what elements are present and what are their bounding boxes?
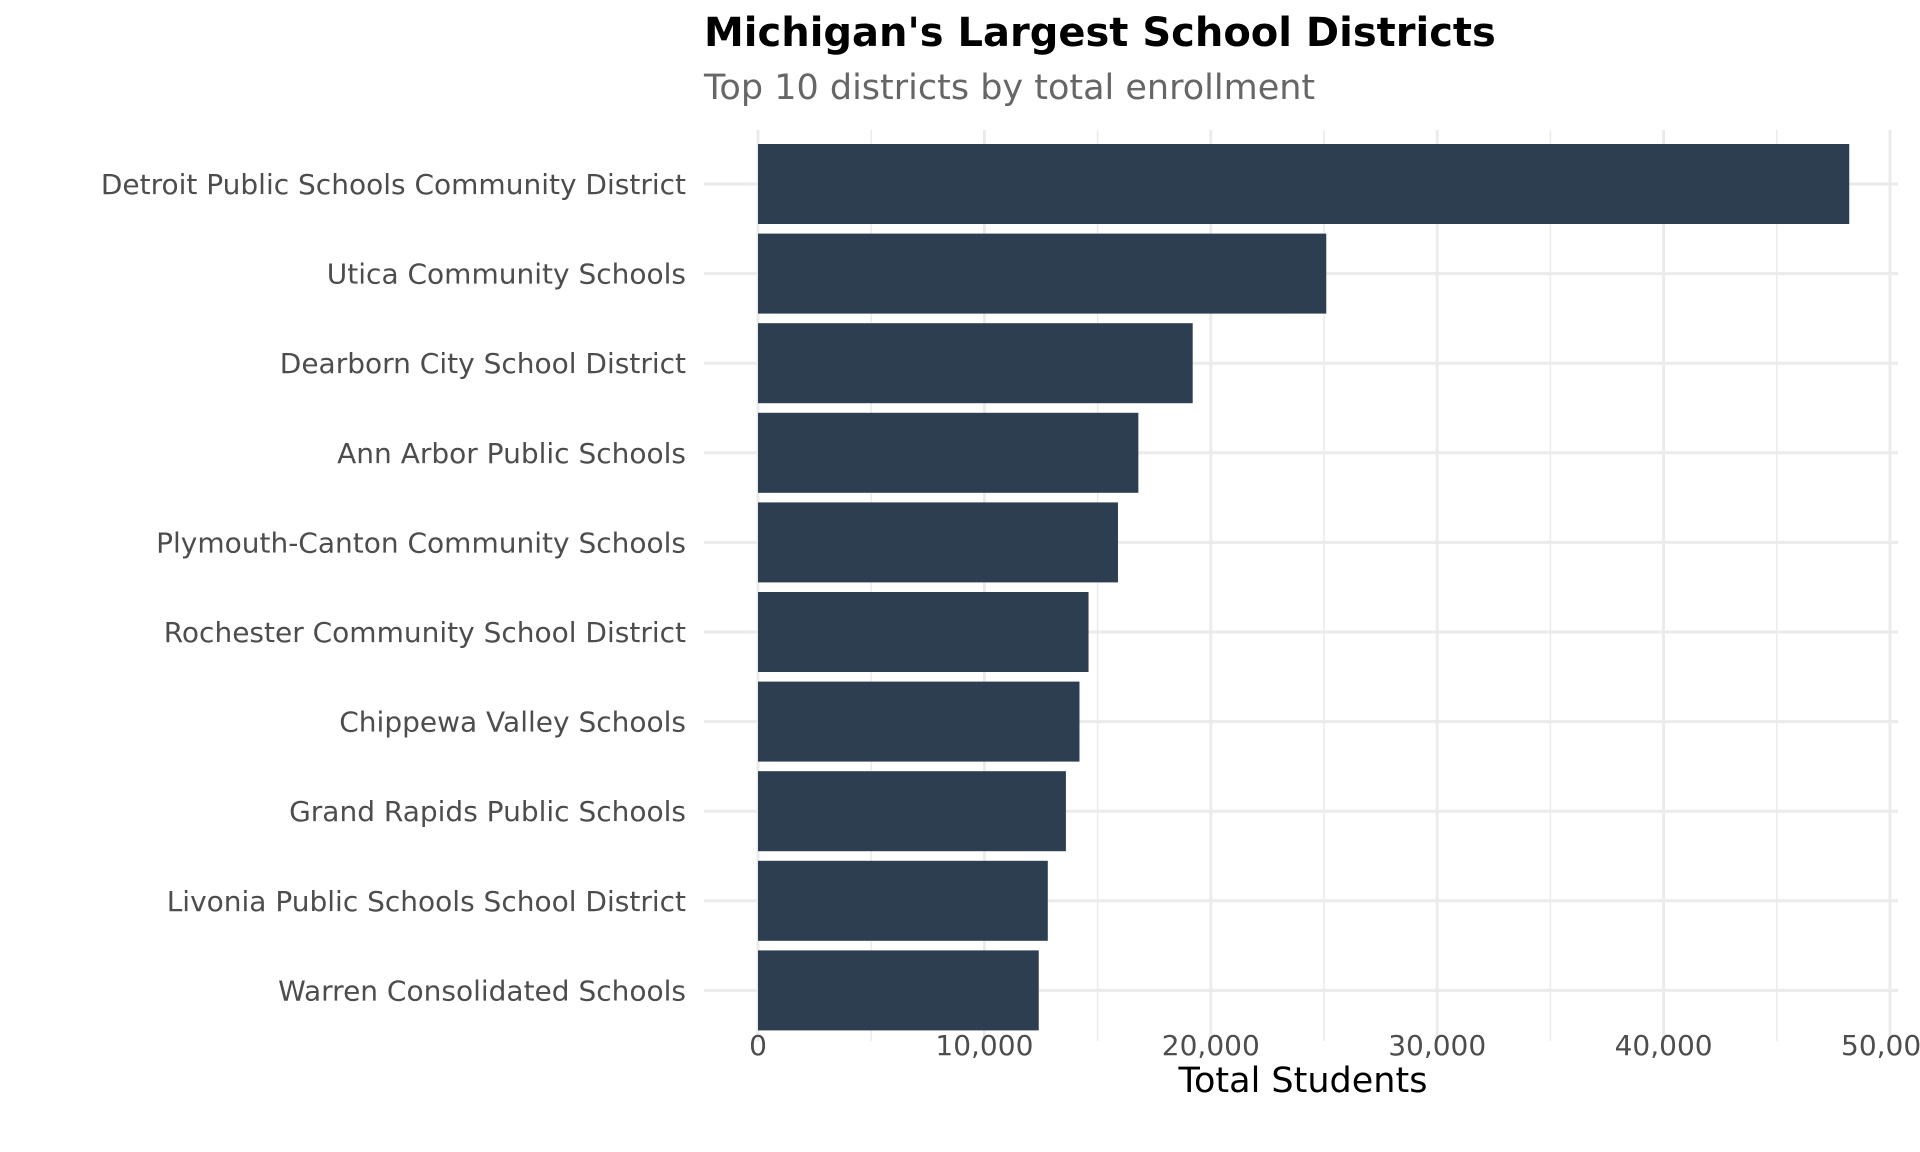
- category-label: Utica Community Schools: [327, 258, 686, 291]
- bar: [758, 771, 1066, 852]
- category-label: Ann Arbor Public Schools: [337, 437, 686, 470]
- x-tick-label: 0: [749, 1029, 767, 1062]
- bar: [758, 323, 1193, 404]
- category-label: Rochester Community School District: [164, 616, 686, 649]
- category-label: Grand Rapids Public Schools: [289, 795, 686, 828]
- bar: [758, 412, 1139, 493]
- x-axis-title: Total Students: [1178, 1061, 1428, 1101]
- x-tick-label: 20,000: [1162, 1029, 1260, 1062]
- category-label: Plymouth-Canton Community Schools: [156, 526, 686, 559]
- chart-title: Michigan's Largest School Districts: [704, 10, 1496, 56]
- x-tick-label: 40,000: [1615, 1029, 1713, 1062]
- bar: [758, 860, 1048, 941]
- bar: [758, 950, 1039, 1031]
- category-labels: Detroit Public Schools Community Distric…: [101, 168, 686, 1007]
- category-label: Dearborn City School District: [280, 347, 686, 380]
- bars: [758, 144, 1850, 1031]
- x-tick-labels: 0 10,000 20,000 30,000 40,000 50,000: [749, 1029, 1920, 1062]
- bar: [758, 681, 1080, 762]
- category-label: Livonia Public Schools School District: [167, 885, 686, 918]
- category-label: Detroit Public Schools Community Distric…: [101, 168, 686, 201]
- chart-subtitle: Top 10 districts by total enrollment: [704, 68, 1316, 108]
- bar: [758, 144, 1850, 224]
- x-tick-label: 50,000: [1841, 1029, 1920, 1062]
- category-label: Chippewa Valley Schools: [339, 706, 686, 739]
- x-tick-label: 10,000: [935, 1029, 1033, 1062]
- bar: [758, 502, 1118, 583]
- bar: [758, 592, 1089, 672]
- category-label: Warren Consolidated Schools: [278, 974, 686, 1007]
- bar: [758, 233, 1327, 314]
- x-tick-label: 30,000: [1388, 1029, 1486, 1062]
